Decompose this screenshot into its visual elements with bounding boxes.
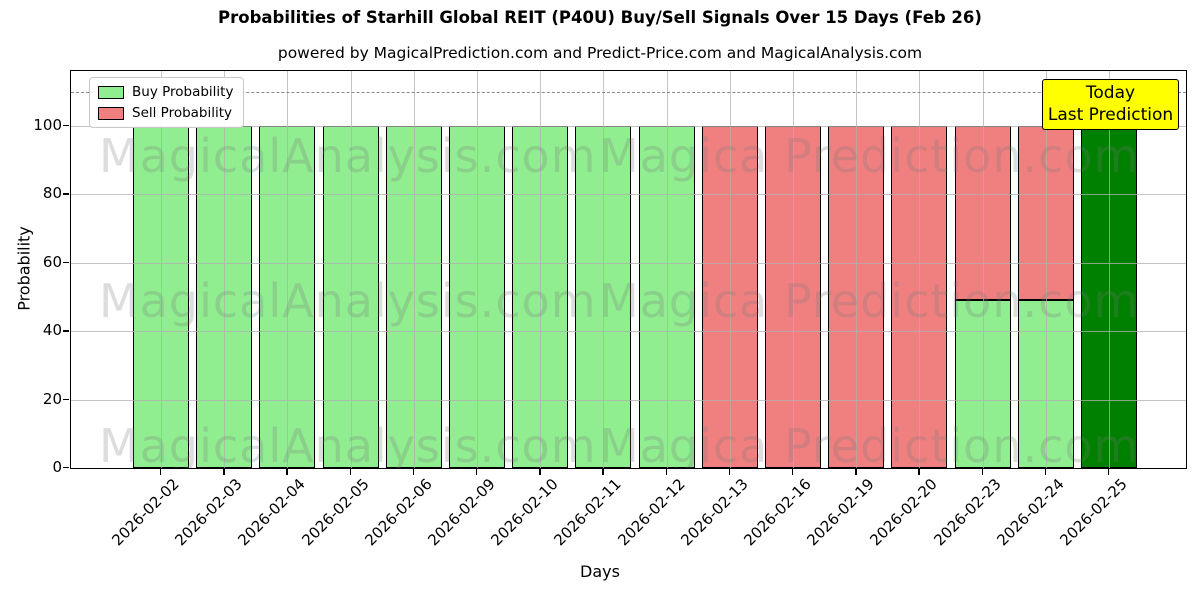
v-gridline <box>287 71 289 468</box>
x-tick-label: 2026-02-02 <box>108 475 183 550</box>
x-tick-mark <box>792 468 794 475</box>
x-tick-mark <box>665 468 667 475</box>
x-tick-label: 2026-02-05 <box>297 475 373 550</box>
x-tick-mark <box>918 468 920 475</box>
x-tick-mark <box>412 468 415 475</box>
v-gridline <box>540 71 542 468</box>
x-tick-label: 2026-02-03 <box>171 475 246 550</box>
today-annotation: Today Last Prediction <box>1042 79 1179 130</box>
x-tick-mark <box>728 468 731 475</box>
h-gridline <box>71 262 1186 264</box>
h-gridline <box>71 194 1186 196</box>
legend-item-buy: Buy Probability <box>98 84 233 100</box>
x-tick-label: 2026-02-12 <box>613 475 689 550</box>
y-tick-mark <box>63 125 69 127</box>
x-tick-mark <box>539 468 541 475</box>
x-tick-label: 2026-02-23 <box>929 475 1005 550</box>
x-tick-label: 2026-02-20 <box>866 475 942 550</box>
legend-label-buy: Buy Probability <box>132 84 234 100</box>
legend: Buy Probability Sell Probability <box>89 77 245 128</box>
chart-subtitle: powered by MagicalPrediction.com and Pre… <box>277 44 923 62</box>
x-tick-mark <box>981 468 983 475</box>
x-tick-label: 2026-02-16 <box>740 475 815 550</box>
v-gridline <box>856 71 858 468</box>
v-gridline <box>666 71 668 468</box>
y-tick-mark <box>63 467 69 469</box>
v-gridline <box>413 71 415 468</box>
y-tick-label: 100 <box>33 116 62 134</box>
y-tick-label: 80 <box>42 184 62 203</box>
x-tick-mark <box>286 468 288 475</box>
x-tick-mark <box>223 468 225 475</box>
x-tick-label: 2026-02-19 <box>803 475 878 550</box>
x-tick-label: 2026-02-10 <box>487 475 562 550</box>
v-gridline <box>161 71 162 468</box>
x-tick-label: 2026-02-24 <box>993 475 1068 550</box>
v-gridline <box>350 71 352 468</box>
h-gridline <box>71 331 1186 333</box>
annotation-line1: Today <box>1085 83 1136 103</box>
plot-area: Buy Probability Sell Probability Today L… <box>70 70 1187 469</box>
x-axis-label: Days <box>580 562 620 581</box>
x-tick-mark <box>855 468 857 475</box>
x-tick-mark <box>476 468 478 475</box>
y-tick-label: 40 <box>42 321 62 340</box>
v-gridline <box>1109 71 1110 468</box>
v-gridline <box>1045 71 1047 468</box>
x-tick-mark <box>1044 468 1047 475</box>
v-gridline <box>603 71 605 468</box>
dashed-threshold-line <box>71 91 1186 93</box>
x-tick-label: 2026-02-25 <box>1056 475 1131 550</box>
v-gridline <box>477 71 478 468</box>
x-tick-label: 2026-02-06 <box>361 475 436 550</box>
x-tick-label: 2026-02-11 <box>550 475 626 550</box>
v-gridline <box>224 71 226 468</box>
annotation-line2: Last Prediction <box>1047 105 1174 126</box>
chart-title: Probabilities of Starhill Global REIT (P… <box>218 8 982 27</box>
y-tick-mark <box>63 193 69 195</box>
v-gridline <box>793 71 794 468</box>
v-gridline <box>982 71 984 468</box>
sell-swatch-icon <box>98 106 124 120</box>
y-tick-label: 20 <box>42 389 62 408</box>
y-tick-mark <box>63 398 69 400</box>
h-gridline <box>71 126 1186 127</box>
y-tick-label: 60 <box>42 252 62 271</box>
y-tick-label: 0 <box>52 458 62 476</box>
y-tick-mark <box>63 330 69 332</box>
h-gridline <box>71 399 1186 401</box>
x-tick-mark <box>602 468 604 475</box>
x-tick-mark <box>349 468 351 475</box>
y-tick-mark <box>63 261 69 264</box>
v-gridline <box>919 71 921 468</box>
x-tick-label: 2026-02-04 <box>234 475 310 550</box>
legend-item-sell: Sell Probability <box>98 105 233 121</box>
buy-swatch-icon <box>98 85 124 99</box>
x-tick-label: 2026-02-13 <box>677 475 752 550</box>
v-gridline <box>729 71 731 468</box>
x-tick-label: 2026-02-09 <box>424 475 499 550</box>
x-tick-mark <box>1108 468 1110 475</box>
legend-label-sell: Sell Probability <box>132 105 233 121</box>
x-tick-mark <box>160 468 162 475</box>
